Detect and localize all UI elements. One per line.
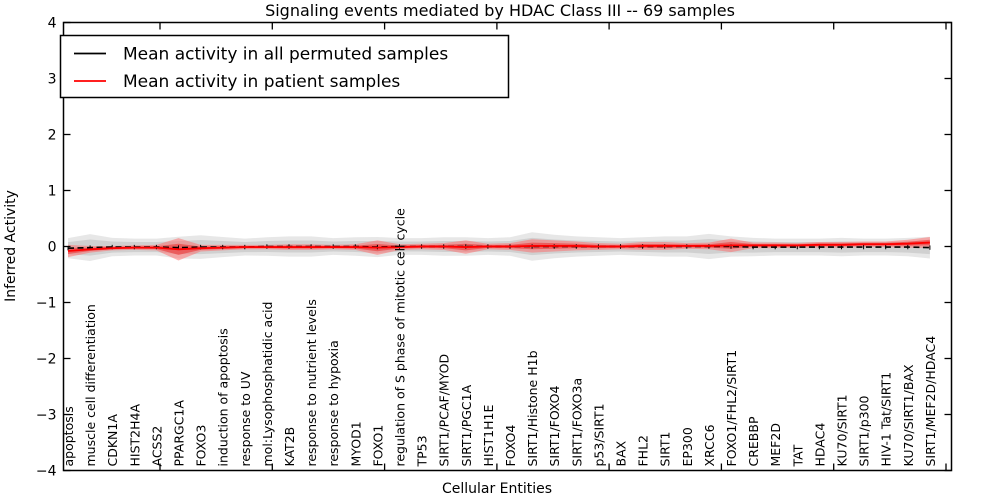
x-entity-label: MEF2D: [768, 423, 783, 466]
x-entity-label: XRCC6: [702, 424, 717, 466]
x-entity-label: FOXO1/FHL2/SIRT1: [724, 350, 739, 467]
x-entity-label: MYOD1: [348, 421, 363, 466]
x-entity-label: FOXO3: [194, 425, 209, 467]
x-entity-label: FHL2: [636, 435, 651, 467]
y-tick-label: 3: [48, 72, 57, 88]
x-entity-label: HIST2H4A: [127, 404, 142, 467]
x-entity-label: HDAC4: [812, 423, 827, 467]
x-entity-label: mol:Lysophosphatidic acid: [260, 302, 275, 467]
y-tick-label: −1: [36, 296, 57, 312]
patient-band-outer: [68, 236, 930, 261]
x-entity-label: response to UV: [238, 371, 253, 466]
y-tick-label: 4: [48, 16, 57, 32]
x-entity-label: SIRT1/FOXO4: [547, 385, 562, 466]
x-entity-label: FOXO1: [370, 425, 385, 467]
x-entity-label: KU70/SIRT1/BAX: [901, 364, 916, 466]
x-entity-label: apoptosis: [61, 406, 76, 466]
x-entity-label: BAX: [614, 440, 629, 466]
y-tick-label: 2: [48, 128, 57, 144]
x-entity-label: regulation of S phase of mitotic cell cy…: [393, 208, 408, 467]
x-entity-label: KAT2B: [282, 427, 297, 467]
y-tick-label: 1: [48, 184, 57, 200]
legend: Mean activity in all permuted samples Me…: [59, 34, 510, 99]
x-entity-label: SIRT1: [658, 432, 673, 467]
x-entity-label: SIRT1/Histone H1b: [525, 350, 540, 466]
x-entity-label: EP300: [680, 427, 695, 466]
chart-title: Signaling events mediated by HDAC Class …: [265, 1, 735, 20]
legend-box: [59, 34, 510, 99]
x-entity-label: HIST1H1E: [481, 405, 496, 467]
x-entity-label: ACSS2: [149, 426, 164, 467]
plot-area: −4 −3 −2 −1 0 1 2 3 4 apoptosis muscle cell differ…: [36, 16, 952, 480]
x-entity-label: CREBBP: [746, 416, 761, 466]
x-entity-label: SIRT1/MEF2D/HDAC4: [923, 336, 938, 467]
x-entity-label: CDKN1A: [105, 414, 120, 467]
x-entity-label: FOXO4: [503, 425, 518, 467]
x-entity-label: SIRT1/PCAF/MYOD: [437, 354, 452, 467]
y-axis-label: Inferred Activity: [3, 190, 19, 302]
x-entity-label: p53/SIRT1: [591, 403, 606, 466]
x-entity-label: induction of apoptosis: [216, 328, 231, 466]
y-tick-label: −4: [36, 464, 57, 480]
legend-label-patient: Mean activity in patient samples: [123, 72, 400, 92]
y-tick-label: −2: [36, 352, 57, 368]
x-entity-label: SIRT1/PGC1A: [459, 384, 474, 466]
legend-entry-permuted: Mean activity in all permuted samples: [74, 45, 448, 65]
legend-entry-patient: Mean activity in patient samples: [74, 72, 400, 92]
y-tick-label: −3: [36, 408, 57, 424]
x-entity-label: SIRT1/p300: [857, 395, 872, 466]
legend-label-permuted: Mean activity in all permuted samples: [123, 45, 448, 65]
x-entity-label: TAT: [790, 444, 805, 467]
x-entity-label: HIV-1 Tat/SIRT1: [879, 372, 894, 467]
x-entity-label: response to nutrient levels: [304, 299, 319, 466]
x-entity-label: TP53: [415, 435, 430, 467]
x-entity-label: KU70/SIRT1: [835, 394, 850, 466]
x-entity-label: PPARGC1A: [172, 400, 187, 467]
plot-border: [62, 21, 953, 472]
patient-mean-line: [67, 241, 930, 252]
x-entity-label: response to hypoxia: [326, 340, 341, 466]
x-entity-label: muscle cell differentiation: [83, 304, 98, 466]
x-axis-label: Cellular Entities: [442, 481, 552, 497]
x-entity-label: SIRT1/FOXO3a: [569, 378, 584, 467]
y-tick-label: 0: [48, 240, 57, 256]
